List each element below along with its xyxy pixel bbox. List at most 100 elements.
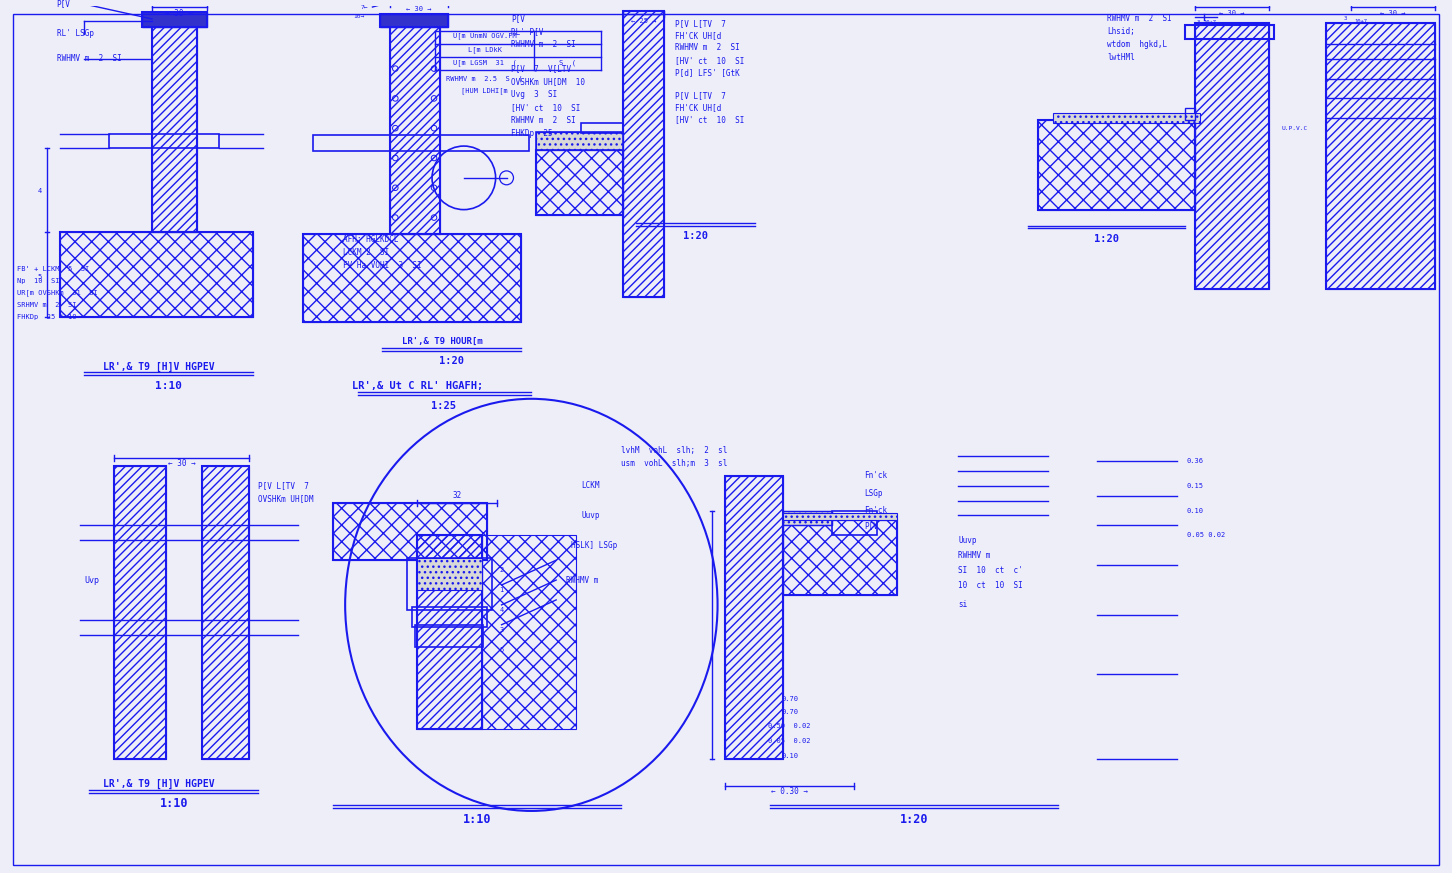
Text: RWHMV m: RWHMV m bbox=[958, 551, 990, 560]
Text: UR[m OVSHKm  31  SI: UR[m OVSHKm 31 SI bbox=[17, 290, 97, 297]
Text: LR',& T9 [H]V HGPEV: LR',& T9 [H]V HGPEV bbox=[103, 779, 215, 788]
Text: 0.50  0.02: 0.50 0.02 bbox=[768, 723, 810, 729]
Text: P[V  7  V[LTV: P[V 7 V[LTV bbox=[511, 64, 572, 73]
Bar bbox=[1038, 120, 1195, 210]
Bar bbox=[391, 18, 440, 235]
Text: SRHMV m  2  SI: SRHMV m 2 SI bbox=[17, 302, 77, 308]
Bar bbox=[60, 232, 253, 317]
Text: ← 0.30 →: ← 0.30 → bbox=[771, 787, 809, 796]
Text: wtdom  hgkd,L: wtdom hgkd,L bbox=[1108, 40, 1167, 49]
Bar bbox=[536, 132, 623, 150]
Text: [HV' ct  10  SI: [HV' ct 10 SI bbox=[675, 114, 745, 124]
Text: AFH; HGLKDCL: AFH; HGLKDCL bbox=[343, 235, 398, 244]
Text: 10+7: 10+7 bbox=[1204, 20, 1217, 25]
Text: 1:20: 1:20 bbox=[899, 813, 928, 826]
Bar bbox=[623, 11, 665, 297]
Bar bbox=[623, 11, 665, 297]
Text: 1: 1 bbox=[499, 587, 504, 593]
Text: 0.70: 0.70 bbox=[781, 696, 799, 702]
Bar bbox=[725, 476, 783, 759]
Text: si: si bbox=[958, 601, 967, 609]
Text: ← 25 →: ← 25 → bbox=[630, 18, 656, 24]
Text: 0.70: 0.70 bbox=[781, 709, 799, 715]
Bar bbox=[536, 150, 623, 215]
Bar bbox=[783, 511, 832, 526]
Text: FHKDp  25: FHKDp 25 bbox=[511, 128, 553, 138]
Text: S  (: S ( bbox=[559, 59, 575, 65]
Text: SI  10  ct  c': SI 10 ct c' bbox=[958, 566, 1024, 574]
Text: 3: 3 bbox=[1345, 17, 1347, 22]
Text: [HUM LDHI[m: [HUM LDHI[m bbox=[462, 87, 508, 93]
Text: Fn'ck: Fn'ck bbox=[864, 506, 887, 515]
Text: RWHMV m: RWHMV m bbox=[566, 575, 598, 585]
Text: LCKM 2  SI: LCKM 2 SI bbox=[343, 248, 389, 257]
Bar bbox=[312, 135, 530, 151]
Text: 32: 32 bbox=[452, 491, 462, 500]
Text: Uuvp: Uuvp bbox=[581, 511, 600, 520]
Text: LR',& T9 [H]V HGPEV: LR',& T9 [H]V HGPEV bbox=[103, 361, 215, 372]
Text: 3: 3 bbox=[1196, 20, 1201, 25]
Text: 1:25: 1:25 bbox=[431, 402, 456, 411]
Bar bbox=[1326, 23, 1435, 289]
Bar bbox=[115, 466, 166, 759]
Text: U.P.V.C: U.P.V.C bbox=[1281, 126, 1307, 131]
Bar bbox=[832, 511, 877, 535]
Text: FHKDp  25 * 10: FHKDp 25 * 10 bbox=[17, 314, 77, 320]
Bar bbox=[152, 19, 196, 232]
Text: P[V L[TV  7: P[V L[TV 7 bbox=[675, 19, 726, 29]
Bar bbox=[415, 625, 482, 647]
Text: U[m UnmN OGV.FM: U[m UnmN OGV.FM bbox=[453, 32, 517, 39]
Text: 10  ct  10  SI: 10 ct 10 SI bbox=[958, 581, 1024, 589]
Text: 0.36: 0.36 bbox=[1186, 457, 1204, 464]
Bar bbox=[380, 14, 447, 27]
Bar bbox=[412, 607, 486, 627]
Text: P[V L[TV  7: P[V L[TV 7 bbox=[675, 91, 726, 100]
Bar bbox=[482, 535, 576, 729]
Text: LR',& T9 HOUR[m: LR',& T9 HOUR[m bbox=[402, 337, 482, 347]
Bar bbox=[417, 558, 482, 590]
Bar bbox=[303, 235, 521, 322]
Text: RWHMV m  2  SI: RWHMV m 2 SI bbox=[511, 116, 576, 125]
Text: RWHMV m  2  SI: RWHMV m 2 SI bbox=[675, 44, 741, 52]
Bar bbox=[725, 476, 783, 759]
Text: [HV' ct  10  SI: [HV' ct 10 SI bbox=[675, 56, 745, 65]
Text: 5: 5 bbox=[499, 647, 504, 652]
Bar bbox=[1053, 113, 1199, 123]
Text: OVSHKm UH[DM: OVSHKm UH[DM bbox=[258, 494, 314, 503]
Bar bbox=[1326, 23, 1435, 289]
Bar bbox=[1038, 120, 1195, 210]
Text: FH'CK UH[d: FH'CK UH[d bbox=[675, 103, 722, 112]
Text: P[d] LFS' [GtK: P[d] LFS' [GtK bbox=[675, 68, 741, 77]
Bar bbox=[417, 535, 482, 729]
Text: FV'Ha VOHI  3  SI: FV'Ha VOHI 3 SI bbox=[343, 261, 421, 270]
Bar bbox=[380, 14, 447, 27]
Text: 1:20: 1:20 bbox=[440, 355, 465, 366]
Text: P[V L[TV  7: P[V L[TV 7 bbox=[258, 481, 309, 491]
Text: LCKM: LCKM bbox=[581, 481, 600, 491]
Text: 2: 2 bbox=[499, 567, 504, 573]
Text: Lhsid;: Lhsid; bbox=[1108, 27, 1135, 37]
Text: RWHMV m  2.5  S  (: RWHMV m 2.5 S ( bbox=[446, 75, 523, 82]
Text: lwtHMl: lwtHMl bbox=[1108, 53, 1135, 62]
Bar bbox=[303, 235, 521, 322]
Text: 0.05  0.02: 0.05 0.02 bbox=[768, 738, 810, 744]
Bar bbox=[115, 466, 166, 759]
Bar bbox=[202, 466, 250, 759]
Bar bbox=[109, 134, 219, 148]
Bar bbox=[581, 123, 623, 134]
Bar bbox=[391, 18, 440, 235]
Text: RWHMV m  2  SI: RWHMV m 2 SI bbox=[1108, 15, 1172, 24]
Text: 0.05 0.02: 0.05 0.02 bbox=[1186, 533, 1225, 539]
Text: 1:20: 1:20 bbox=[1093, 235, 1119, 244]
Bar bbox=[407, 558, 492, 610]
Text: [HV' ct  10  SI: [HV' ct 10 SI bbox=[511, 103, 581, 112]
Bar bbox=[1185, 25, 1275, 38]
Text: L[m LDkK: L[m LDkK bbox=[468, 46, 502, 53]
Bar bbox=[142, 12, 206, 27]
Text: P[V: P[V bbox=[57, 0, 71, 9]
Text: 5: 5 bbox=[38, 274, 42, 280]
Text: 0.10: 0.10 bbox=[781, 753, 799, 759]
Text: Fn'ck: Fn'ck bbox=[864, 471, 887, 480]
Text: Uuvp: Uuvp bbox=[958, 536, 977, 545]
Bar bbox=[783, 520, 897, 595]
